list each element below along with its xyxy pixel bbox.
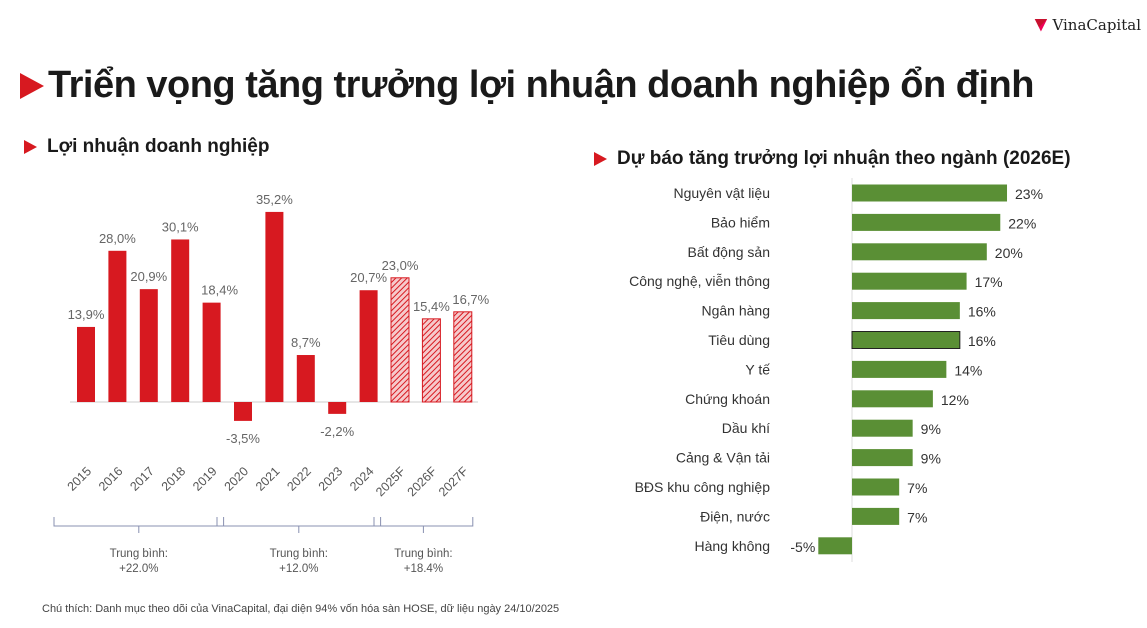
category-label: Ngân hàng [701,303,770,319]
bar-2015 [77,326,95,402]
data-label: 9% [921,421,941,437]
data-label: 16% [968,333,996,349]
bar-Cảng & Vận tải [852,449,913,467]
x-tick-label: 2027F [436,464,471,499]
data-label: -2,2% [320,424,354,439]
bar-Chứng khoán [852,390,933,408]
bar-2016 [108,250,127,402]
group-average: +18.4% [404,563,443,575]
group-average: +22.0% [119,563,158,575]
category-label: Y tế [745,361,770,377]
category-label: Hàng không [694,538,770,554]
x-tick-label: 2023 [316,464,346,494]
data-label: 20,9% [130,269,167,284]
data-label: 30,1% [162,219,199,234]
data-label: 15,4% [413,299,450,314]
data-label: 23,0% [382,258,419,273]
category-label: Chứng khoán [685,391,770,407]
right-chart-title: Dự báo tăng trưởng lợi nhuận theo ngành … [594,148,1071,170]
bar-Y tế [852,360,947,378]
data-label: 35,2% [256,192,293,207]
data-label: 7% [907,480,927,496]
category-label: Nguyên vật liệu [673,185,770,201]
group-label: Trung bình: [110,548,168,560]
page-title: Triển vọng tăng trưởng lợi nhuận doanh n… [20,64,1034,107]
left-chart-title: Lợi nhuận doanh nghiệp [24,136,269,158]
bar-2017 [139,289,158,402]
bar-Điện, nước [852,507,900,525]
group-label: Trung bình: [270,548,328,560]
data-label: 8,7% [291,335,321,350]
vinacapital-logo: VinaCapital [1034,16,1141,34]
data-label: 12% [941,392,969,408]
data-label: 20% [995,245,1023,261]
data-label: -5% [790,539,815,555]
x-tick-label: 2020 [222,464,252,494]
category-label: Tiêu dùng [708,332,770,348]
x-tick-label: 2016 [96,464,126,494]
x-tick-label: 2025F [373,464,408,499]
bar-2027F [453,311,473,403]
bar-2024 [359,290,378,402]
data-label: 13,9% [68,307,105,322]
x-tick-label: 2018 [159,464,189,494]
triangle-bullet-icon [20,72,44,99]
bar-2026F [421,318,441,403]
triangle-bullet-icon [594,152,607,166]
bar-Dầu khí [852,419,913,437]
group-label: Trung bình: [394,548,452,560]
category-label: Điện, nước [700,508,770,524]
triangle-bullet-icon [24,140,37,154]
bar-BĐS khu công nghiệp [852,478,900,496]
bar-Bảo hiểm [852,213,1001,231]
x-tick-label: 2019 [190,464,220,494]
footnote: Chú thích: Danh mục theo dõi của VinaCap… [42,603,560,615]
data-label: 17% [975,274,1003,290]
bar-2018 [171,239,190,402]
category-label: Bảo hiểm [711,214,770,230]
x-tick-label: 2021 [253,464,283,494]
category-label: Bất động sản [687,244,770,260]
data-label: 22% [1008,215,1036,231]
bar-2025F [390,277,410,403]
data-label: 9% [921,451,941,467]
bar-2019 [202,302,221,402]
group-average: +12.0% [279,563,318,575]
bar-Bất động sản [852,243,987,261]
bar-Nguyên vật liệu [852,184,1008,202]
data-label: 14% [954,362,982,378]
data-label: 28,0% [99,231,136,246]
data-label: 16% [968,304,996,320]
x-tick-label: 2026F [405,464,440,499]
bar-2023 [328,402,347,414]
data-label: 20,7% [350,270,387,285]
category-label: Dầu khí [722,420,770,436]
bar-2021 [265,211,284,402]
data-label: 18,4% [201,283,238,298]
data-label: 7% [907,509,927,525]
group-bracket [373,517,474,533]
x-tick-label: 2022 [284,464,314,494]
category-label: Cảng & Vận tải [676,450,770,466]
x-tick-label: 2017 [127,464,157,494]
bar-2022 [296,355,315,402]
data-label: 16,7% [452,292,489,307]
data-label: 23% [1015,186,1043,202]
category-label: BĐS khu công nghiệp [635,479,771,495]
bar-2020 [234,402,252,421]
data-label: -3,5% [226,431,260,446]
bar-Tiêu dùng [851,331,961,349]
bar-Ngân hàng [852,302,960,320]
bar-Công nghệ, viễn thông [852,272,967,290]
category-label: Công nghệ, viễn thông [629,273,770,289]
bar-Hàng không [818,537,852,555]
x-tick-label: 2015 [65,464,95,494]
group-bracket [53,517,225,533]
group-bracket [216,517,382,533]
